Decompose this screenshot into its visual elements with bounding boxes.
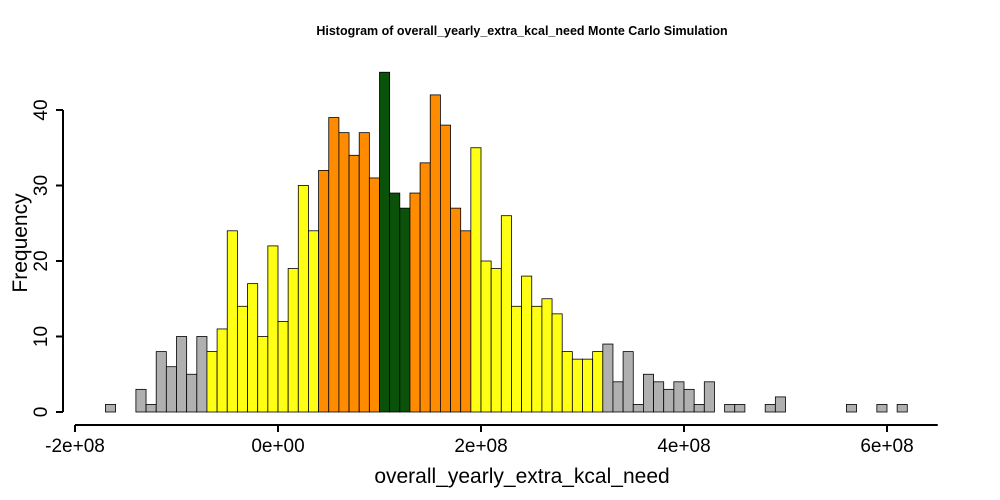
histogram-bar <box>247 283 259 413</box>
histogram-bar <box>399 207 411 413</box>
histogram-bar <box>419 162 431 413</box>
y-tick-label: 10 <box>31 326 52 347</box>
histogram-bar <box>176 336 188 413</box>
histogram-bar <box>429 94 441 413</box>
x-tick-label: -2e+08 <box>45 436 105 457</box>
histogram-bar <box>226 230 238 413</box>
histogram-bar <box>703 381 715 413</box>
y-axis: 0 10 20 30 40 <box>31 99 64 418</box>
histogram-bar <box>612 381 624 413</box>
histogram-bar <box>663 388 675 413</box>
histogram-bar <box>582 358 594 413</box>
histogram-bar <box>165 366 177 413</box>
x-tick-label: 0e+00 <box>251 436 304 457</box>
histogram-bar <box>774 396 786 413</box>
histogram-bar <box>439 124 451 413</box>
histogram-bar <box>368 177 380 413</box>
histogram-bar <box>257 336 269 413</box>
x-axis-title: overall_yearly_extra_kcal_need <box>374 465 669 488</box>
histogram-bar <box>358 132 370 413</box>
histogram-bar <box>673 381 685 413</box>
histogram-bar <box>724 404 736 413</box>
histogram-bar <box>135 388 147 413</box>
histogram-bar <box>683 388 695 413</box>
y-tick-label: 30 <box>31 175 52 196</box>
histogram-bar <box>541 298 553 413</box>
histogram-bar <box>764 404 776 413</box>
histogram-bar <box>216 328 228 413</box>
histogram-bar <box>450 207 462 413</box>
histogram-bar <box>643 373 654 413</box>
histogram-bar <box>186 373 198 413</box>
histogram-bar <box>653 381 665 413</box>
histogram-bar <box>318 169 330 413</box>
histogram-bar <box>734 404 746 413</box>
histogram-bar <box>622 351 634 413</box>
histogram-bar <box>500 215 512 413</box>
histogram-bar <box>876 404 888 413</box>
histogram-bar <box>693 404 705 413</box>
x-tick-label: 2e+08 <box>454 436 507 457</box>
histogram-bar <box>409 192 421 413</box>
x-tick-label: 6e+08 <box>860 436 913 457</box>
histogram-bar <box>308 230 320 413</box>
histogram-bar <box>846 404 857 413</box>
histogram-bar <box>105 404 116 413</box>
histogram-bar <box>338 132 350 413</box>
y-axis-title: Frequency <box>9 193 32 293</box>
histogram-bar <box>267 245 279 413</box>
y-tick-label: 20 <box>31 250 52 271</box>
histogram-bar <box>896 404 908 413</box>
y-tick-label: 0 <box>31 407 52 418</box>
histogram-bar <box>287 268 299 413</box>
histogram-bar <box>297 185 309 413</box>
histogram-bar <box>602 343 614 413</box>
histogram-bar <box>632 404 644 413</box>
x-tick-label: 4e+08 <box>657 436 710 457</box>
histogram-bar <box>571 358 583 413</box>
histogram-bar <box>480 260 492 413</box>
histogram-bar <box>206 351 218 413</box>
histogram-bar <box>348 154 360 413</box>
histogram-bar <box>236 305 248 413</box>
histogram-bar <box>389 192 401 413</box>
histogram-bar <box>551 313 563 413</box>
chart-title: Histogram of overall_yearly_extra_kcal_n… <box>316 24 727 38</box>
histogram-bar <box>531 305 543 413</box>
y-tick-label: 40 <box>31 99 52 120</box>
histogram-bar <box>196 336 208 413</box>
histogram-bar <box>155 351 167 413</box>
x-axis: -2e+08 0e+00 2e+08 4e+08 6e+08 <box>45 424 938 457</box>
histogram-bar <box>561 351 573 413</box>
histogram-bar <box>460 230 472 413</box>
histogram-bar <box>592 351 604 413</box>
histogram-bar <box>511 305 523 413</box>
histogram-bar <box>470 147 482 413</box>
histogram-bar <box>328 117 340 413</box>
histogram-bar <box>490 268 502 413</box>
histogram-bar <box>379 71 391 413</box>
histogram-bar <box>521 275 533 413</box>
histogram-bar <box>277 320 289 413</box>
histogram-bars <box>105 71 908 413</box>
histogram-bar <box>145 404 157 413</box>
